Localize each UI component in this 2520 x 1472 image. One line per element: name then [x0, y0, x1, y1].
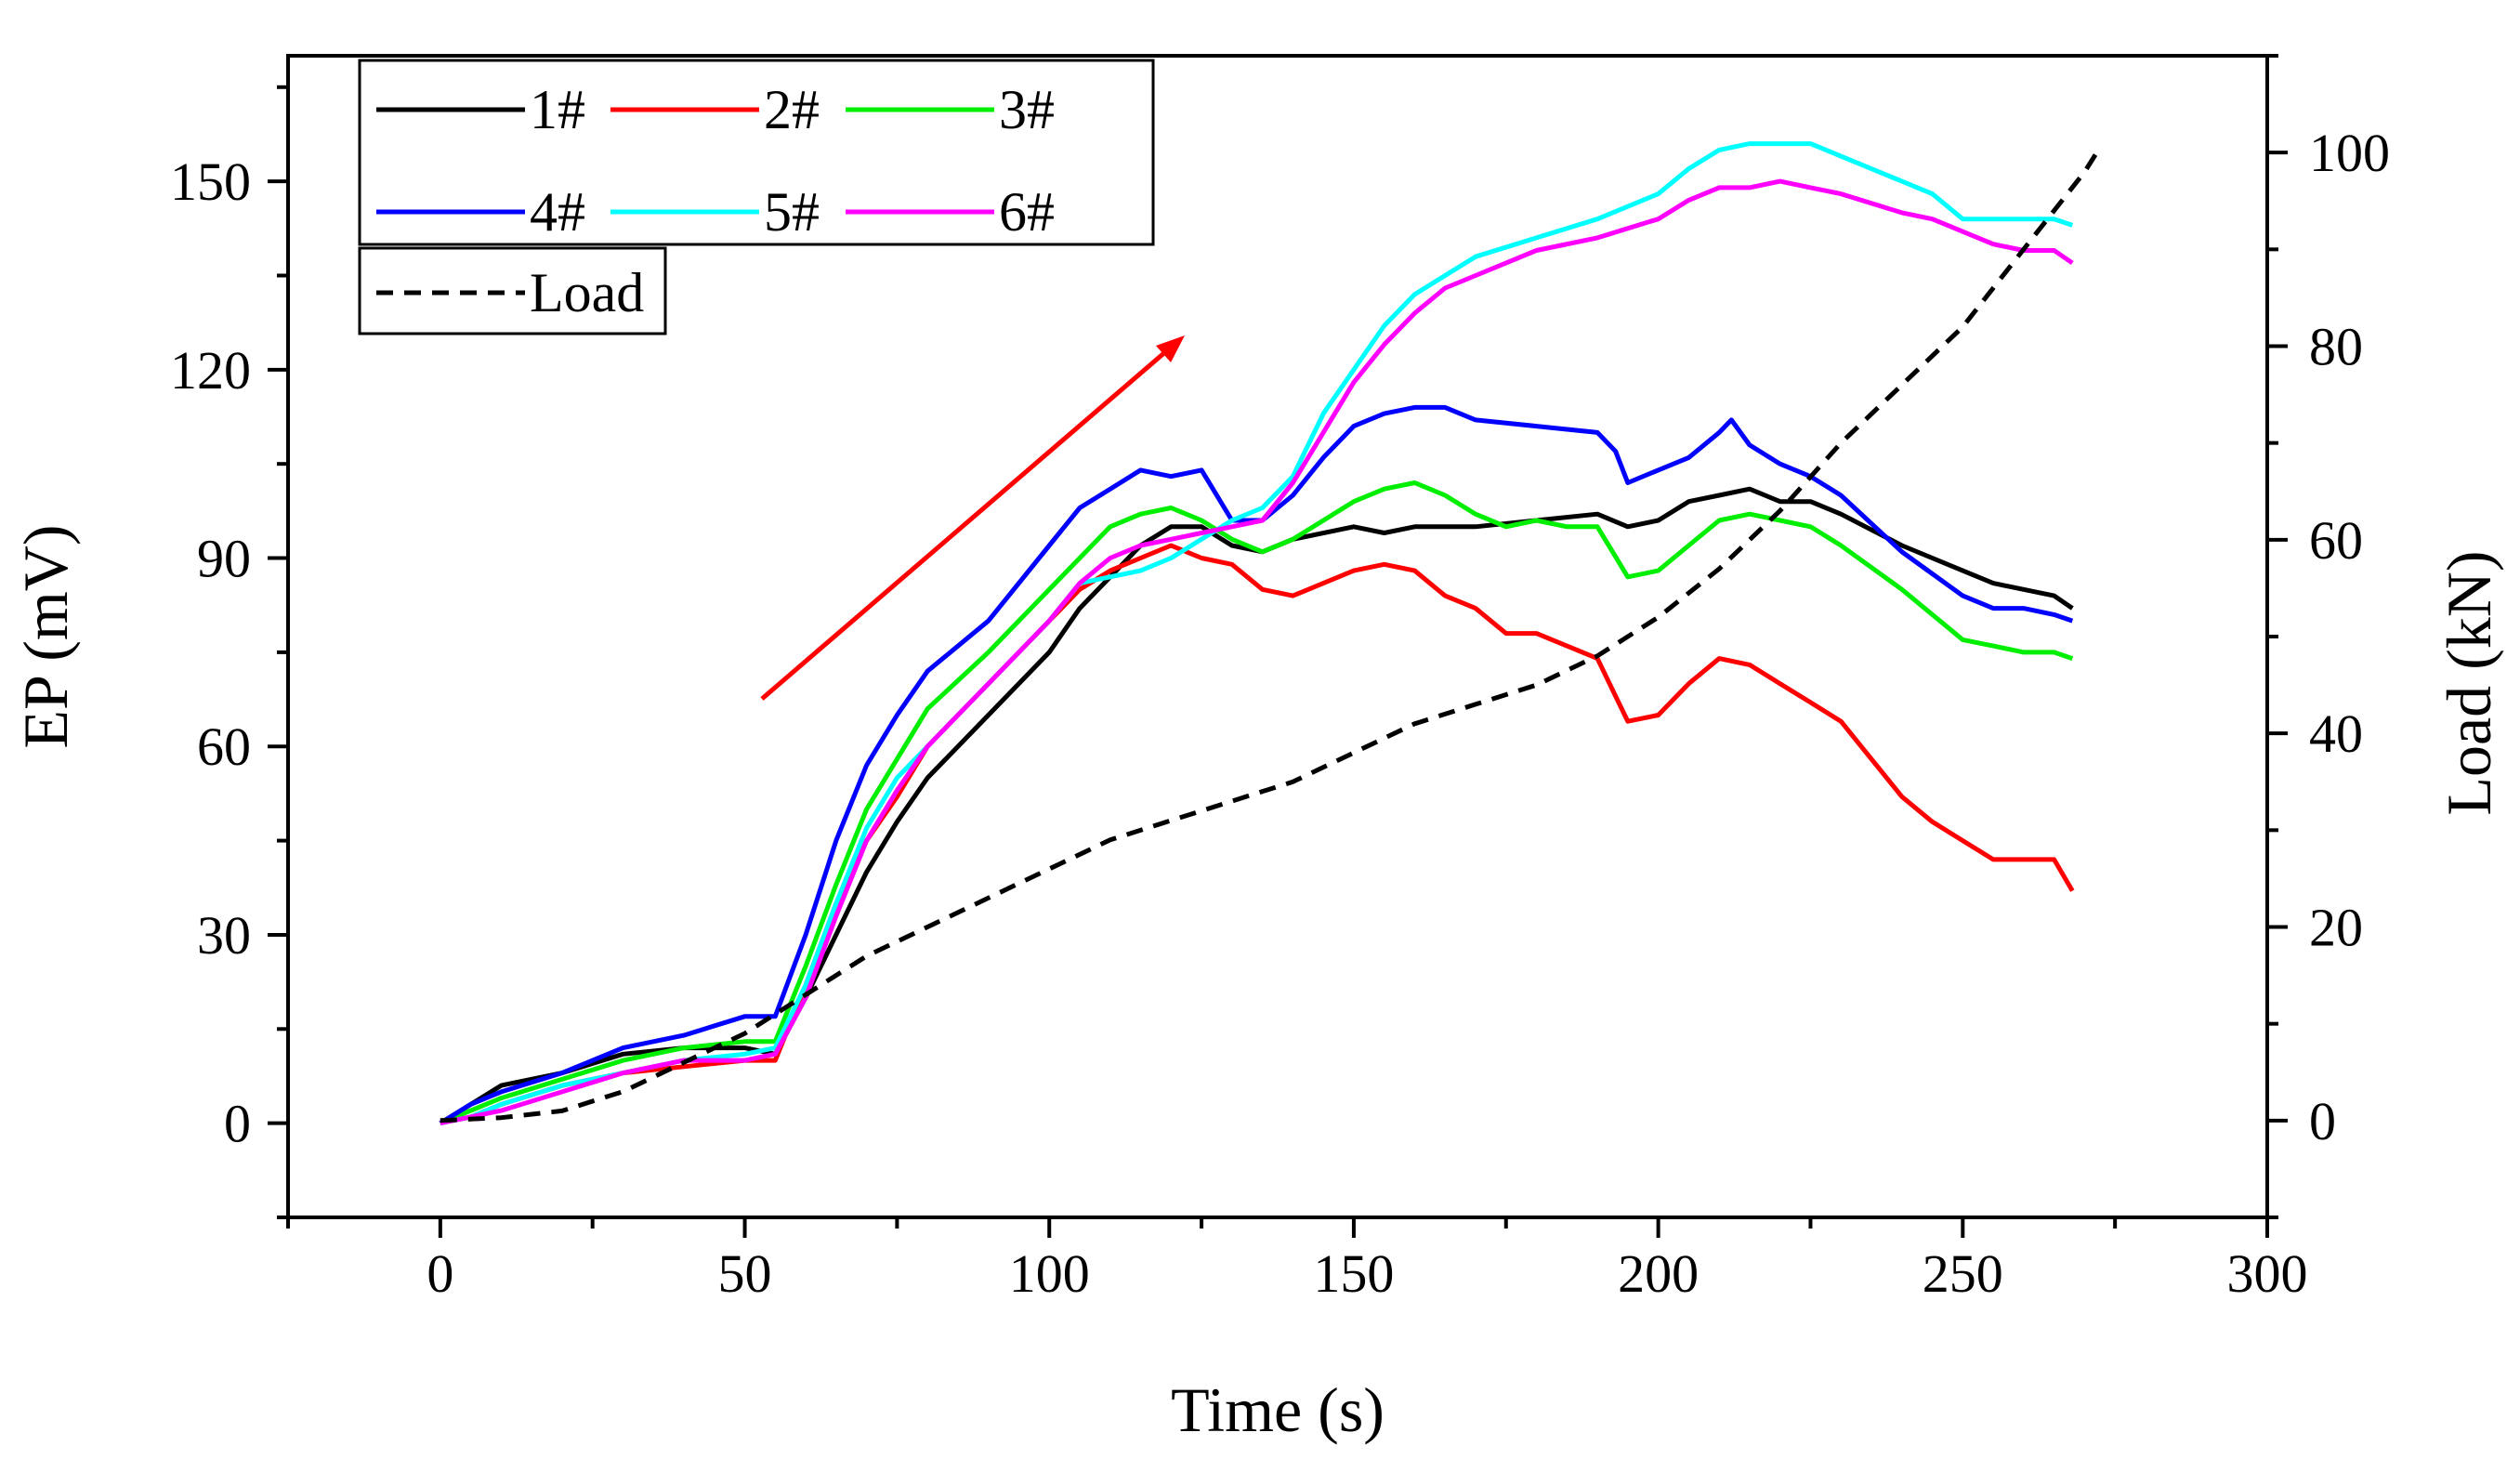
plot-lines: [439, 141, 2099, 1126]
ticks: [268, 54, 2288, 1238]
y-right-tick-label: 100: [2309, 123, 2390, 183]
x-tick-label: 150: [1313, 1243, 1394, 1304]
legend-label-7: Load: [530, 262, 644, 323]
x-tick-label: 250: [1923, 1243, 2003, 1304]
y-right-tick-label: 0: [2309, 1091, 2336, 1151]
x-tick-label: 100: [1009, 1243, 1090, 1304]
legend-label-3: 3#: [999, 79, 1055, 140]
y-left-tick-label: 90: [197, 529, 251, 589]
trend-arrow-head: [1156, 335, 1185, 362]
x-tick-label: 50: [718, 1243, 772, 1304]
x-axis-title: Time (s): [1171, 1374, 1385, 1445]
y-left-tick-label: 120: [170, 340, 251, 401]
trend-arrow: [760, 344, 1175, 701]
y-right-tick-label: 20: [2309, 898, 2363, 958]
legend-label-5: 5#: [764, 181, 820, 243]
x-tick-label: 200: [1618, 1243, 1699, 1304]
tick-labels: 0 50 100 150 200 250 300 0 30 60 90 120 150 0 20 40 60 80…: [170, 123, 2390, 1304]
series-line-7: [440, 151, 2099, 1124]
series-line-5: [440, 141, 2074, 1126]
y-right-tick-label: 40: [2309, 703, 2363, 764]
legend-label-4: 4#: [530, 181, 585, 243]
y-axis-right-title: Load (kN): [2434, 550, 2504, 815]
y-axis-left-title: EP (mV): [10, 524, 81, 748]
y-right-tick-label: 80: [2309, 317, 2363, 377]
x-tick-label: 300: [2227, 1243, 2308, 1304]
y-left-tick-label: 30: [197, 905, 251, 966]
legend-entries: 1# 2# 3# 4# 5# 6# Load: [376, 79, 1055, 323]
y-right-tick-label: 60: [2309, 510, 2363, 571]
series-line-3: [439, 480, 2074, 1125]
legend-label-6: 6#: [999, 181, 1055, 243]
y-left-tick-label: 60: [197, 716, 251, 777]
x-tick-label: 0: [427, 1243, 453, 1304]
y-left-tick-label: 150: [170, 151, 251, 212]
legend-label-2: 2#: [764, 79, 820, 140]
y-left-tick-label: 0: [224, 1094, 251, 1154]
series-line-4: [439, 404, 2074, 1125]
legend-label-1: 1#: [530, 79, 585, 140]
legend: 1# 2# 3# 4# 5# 6# Load: [358, 59, 1155, 335]
series-line-6: [440, 178, 2074, 1126]
